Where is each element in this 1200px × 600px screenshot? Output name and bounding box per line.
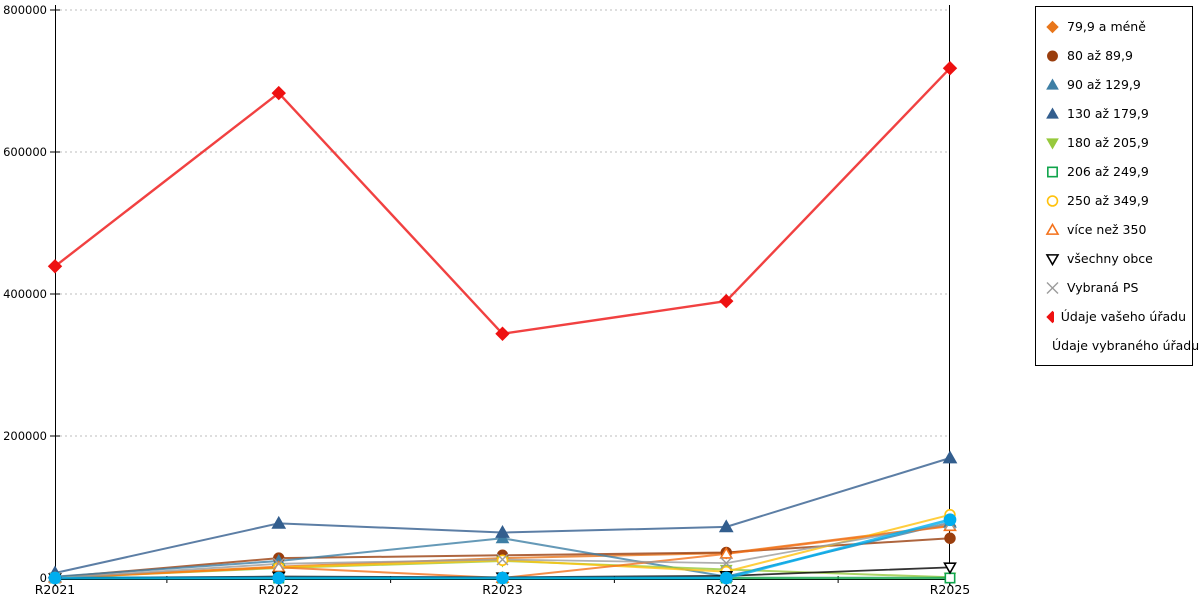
triangle-down-icon <box>1045 254 1060 266</box>
diamond-icon <box>1046 310 1054 324</box>
x-tick-label: R2022 <box>259 582 300 597</box>
circle-icon <box>943 513 957 527</box>
legend-label: 79,9 a méně <box>1067 19 1146 34</box>
series-markers <box>47 61 958 586</box>
legend-item: Údaje vašeho úřadu <box>1045 302 1186 331</box>
y-tick-label: 200000 <box>3 429 47 443</box>
triangle-up-icon <box>719 546 734 559</box>
y-tick-label: 400000 <box>3 287 47 301</box>
series-10-markers <box>47 61 958 341</box>
legend-label: více než 350 <box>1067 222 1147 237</box>
legend-label: Vybraná PS <box>1067 280 1139 295</box>
y-tick-label: 0 <box>40 571 47 585</box>
legend-item: 130 až 179,9 <box>1045 99 1186 128</box>
circle-icon <box>944 532 956 544</box>
axes: 0 200000 400000 600000 800000 R2021 R2022 R2023… <box>3 3 970 597</box>
series-3-markers <box>47 450 958 579</box>
diamond-icon <box>942 61 958 76</box>
triangle-up-icon <box>1046 107 1059 119</box>
diamond-icon <box>1046 310 1054 324</box>
legend-item: 79,9 a méně <box>1045 12 1186 41</box>
x-tick-label: R2023 <box>482 582 523 597</box>
diamond-icon <box>495 326 510 341</box>
triangle-up-icon <box>1045 222 1060 235</box>
circle-icon <box>1046 195 1059 207</box>
triangle-up-icon <box>1045 222 1060 235</box>
legend-label: 206 až 249,9 <box>1067 164 1149 179</box>
legend-item: více než 350 <box>1045 215 1186 244</box>
circle-icon <box>1046 195 1059 207</box>
legend-label: Údaje vašeho úřadu <box>1060 309 1186 324</box>
y-tick-label: 600000 <box>3 145 47 159</box>
circle-icon <box>1047 50 1058 62</box>
triangle-down-icon <box>1046 138 1059 150</box>
x-tick-label: R2024 <box>706 582 747 597</box>
x-tick-label: R2025 <box>930 582 971 597</box>
series-lines <box>53 67 952 580</box>
legend-item: Vybraná PS <box>1045 273 1186 302</box>
legend-label: 250 až 349,9 <box>1067 193 1149 208</box>
legend-item: všechny obce <box>1045 244 1186 273</box>
plot-area: 0 200000 400000 600000 800000 R2021 R2022 R2023… <box>3 3 970 597</box>
legend-item: 80 až 89,9 <box>1045 41 1186 70</box>
legend-label: 80 až 89,9 <box>1067 48 1133 63</box>
legend-item: 180 až 205,9 <box>1045 128 1186 157</box>
legend-label: všechny obce <box>1067 251 1153 266</box>
legend-item: 250 až 349,9 <box>1045 186 1186 215</box>
circle-icon <box>48 571 62 585</box>
triangle-down-icon <box>1046 138 1059 150</box>
triangle-up-icon <box>495 525 510 538</box>
x-icon <box>1046 282 1059 294</box>
legend-label: 130 až 179,9 <box>1067 106 1149 121</box>
legend-label: 90 až 129,9 <box>1067 77 1141 92</box>
legend-item: 206 až 249,9 <box>1045 157 1186 186</box>
triangle-down-icon <box>1045 254 1060 266</box>
diamond-icon <box>1046 20 1059 34</box>
circle-icon <box>496 571 509 585</box>
square-icon <box>1047 166 1058 178</box>
x-tick-label: R2021 <box>35 582 76 597</box>
square-icon <box>1047 166 1058 178</box>
triangle-up-icon <box>271 515 287 529</box>
legend: 79,9 a méně 80 až 89,9 90 až 129,9 130 až 1… <box>1035 6 1199 366</box>
x-icon <box>272 557 285 570</box>
triangle-up-icon <box>718 519 734 533</box>
triangle-up-icon <box>1046 78 1059 90</box>
circle-icon <box>719 571 733 585</box>
square-icon <box>944 572 956 584</box>
x-icon <box>720 557 733 570</box>
diamond-icon <box>47 259 63 274</box>
x-icon <box>496 553 509 566</box>
x-icon <box>1046 282 1059 294</box>
legend-item: Údaje vybraného úřadu <box>1045 331 1199 360</box>
triangle-down-icon <box>943 562 957 575</box>
legend-label: Údaje vybraného úřadu <box>1052 338 1200 353</box>
circle-icon <box>272 571 286 585</box>
triangle-up-icon <box>1046 78 1059 90</box>
series-11-markers <box>48 513 957 585</box>
diamond-icon <box>271 85 286 101</box>
triangle-up-icon <box>1046 107 1059 119</box>
legend-label: 180 až 205,9 <box>1067 135 1149 150</box>
diamond-icon <box>1046 20 1059 34</box>
gridlines <box>55 9 950 437</box>
triangle-up-icon <box>942 450 958 464</box>
legend-item: 90 až 129,9 <box>1045 70 1186 99</box>
diamond-icon <box>719 293 734 309</box>
y-tick-label: 800000 <box>3 3 47 17</box>
circle-icon <box>1047 50 1058 62</box>
